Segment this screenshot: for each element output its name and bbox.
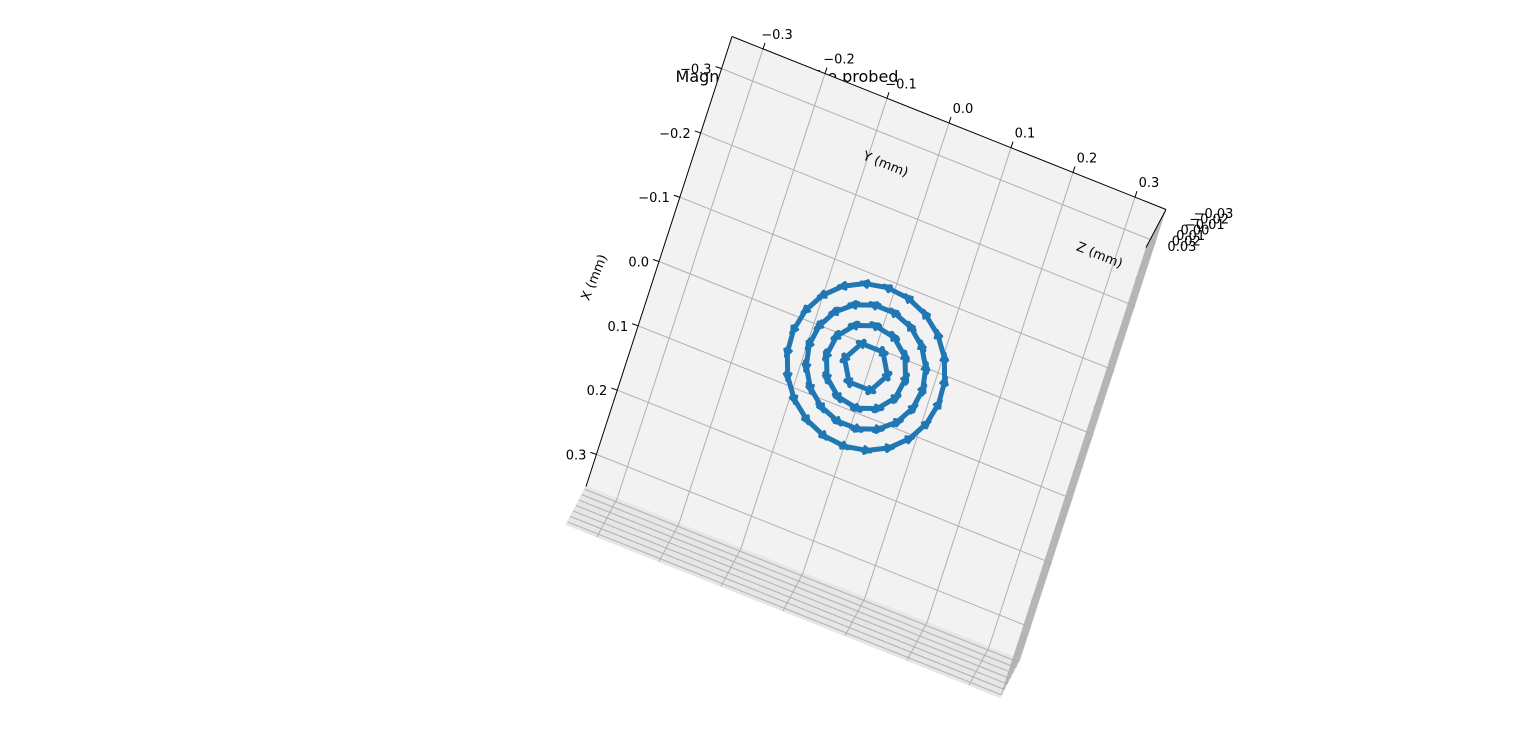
x-tick-label: 0.1 (607, 320, 628, 335)
x-tick-label: −0.1 (638, 191, 670, 206)
field-arrow-shaft (853, 429, 883, 430)
y-tick-label: 0.0 (953, 102, 974, 117)
y-tick-label: −0.2 (823, 53, 855, 68)
y-tick-label: −0.3 (761, 28, 793, 43)
y-tick-label: 0.1 (1015, 127, 1036, 142)
y-tick-label: 0.2 (1077, 151, 1098, 166)
y-tick-label: 0.3 (1139, 176, 1160, 191)
x-tick-label: 0.0 (628, 256, 649, 271)
y-tick-label: −0.1 (885, 77, 917, 92)
x-tick-label: 0.2 (587, 384, 608, 399)
x-tick-label: −0.3 (680, 63, 712, 78)
x-tick-label: 0.3 (566, 448, 587, 463)
z-tick-label: −0.03 (1194, 207, 1234, 222)
x-tick-label: −0.2 (659, 127, 691, 142)
